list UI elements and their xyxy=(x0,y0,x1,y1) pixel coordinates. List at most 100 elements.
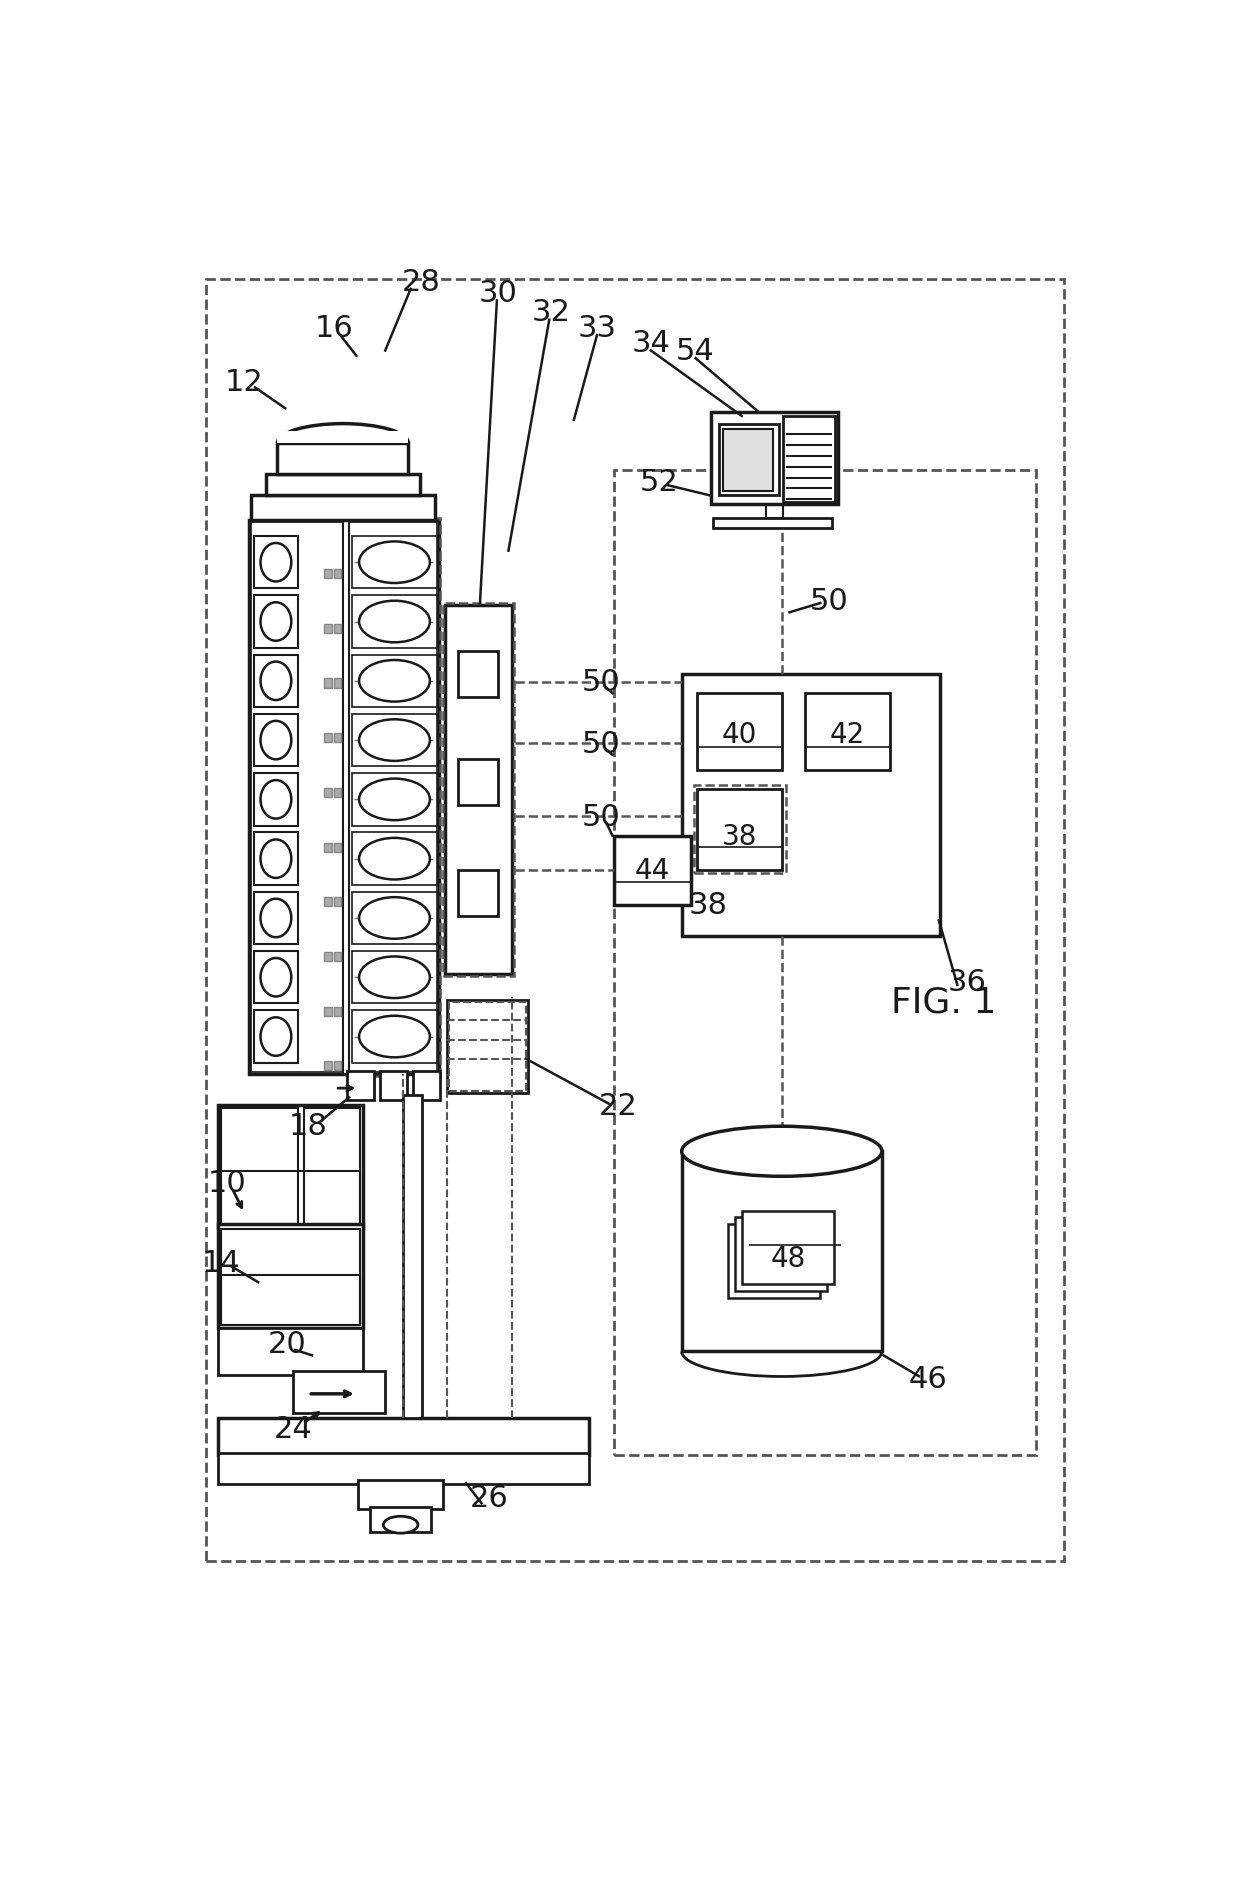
Bar xyxy=(352,655,436,708)
Bar xyxy=(218,1453,589,1485)
Bar xyxy=(352,952,436,1003)
Bar xyxy=(206,280,1064,1560)
Bar xyxy=(325,570,332,580)
Bar xyxy=(254,1011,299,1063)
Text: 42: 42 xyxy=(830,721,864,749)
Bar xyxy=(682,1152,882,1351)
Ellipse shape xyxy=(360,542,430,583)
Ellipse shape xyxy=(360,779,430,821)
Text: 18: 18 xyxy=(289,1110,327,1140)
Ellipse shape xyxy=(360,661,430,702)
Text: 34: 34 xyxy=(631,329,671,358)
Bar xyxy=(614,470,1035,1455)
Bar xyxy=(352,892,436,945)
Bar xyxy=(325,843,332,853)
Bar xyxy=(278,433,408,444)
Bar xyxy=(221,1276,360,1325)
Bar xyxy=(254,834,299,885)
Text: 40: 40 xyxy=(722,721,758,749)
Text: 38: 38 xyxy=(688,890,728,920)
Bar xyxy=(713,519,832,529)
Ellipse shape xyxy=(360,956,430,999)
Text: 54: 54 xyxy=(676,337,715,365)
Text: 28: 28 xyxy=(402,267,441,297)
Bar xyxy=(218,1329,363,1376)
Bar xyxy=(325,625,332,634)
Bar xyxy=(347,1071,373,1101)
Bar xyxy=(221,1229,360,1325)
Ellipse shape xyxy=(682,1127,882,1176)
Text: 48: 48 xyxy=(771,1244,806,1272)
Bar xyxy=(325,679,332,689)
Text: 52: 52 xyxy=(640,467,678,497)
Bar xyxy=(682,674,940,935)
Bar xyxy=(325,952,332,962)
Text: 33: 33 xyxy=(578,314,616,343)
Bar xyxy=(352,834,436,885)
Bar xyxy=(459,871,498,917)
Bar xyxy=(250,497,435,521)
Ellipse shape xyxy=(360,721,430,762)
Text: 50: 50 xyxy=(582,730,620,758)
Bar xyxy=(697,790,781,871)
Bar xyxy=(459,651,498,698)
Bar xyxy=(249,521,353,1075)
Bar xyxy=(325,898,332,907)
Ellipse shape xyxy=(260,839,291,879)
Bar xyxy=(218,1225,363,1329)
Bar xyxy=(735,1218,827,1291)
Bar xyxy=(254,892,299,945)
Bar xyxy=(254,952,299,1003)
Bar xyxy=(252,523,351,1073)
Ellipse shape xyxy=(260,662,291,700)
Bar xyxy=(413,1071,440,1101)
Bar xyxy=(334,625,341,634)
Bar xyxy=(334,843,341,853)
Text: 44: 44 xyxy=(635,856,670,885)
Bar xyxy=(334,1007,341,1016)
Bar xyxy=(728,1225,821,1299)
Bar xyxy=(352,715,436,766)
Bar xyxy=(350,523,436,1073)
Bar xyxy=(719,425,779,497)
Bar xyxy=(352,536,436,589)
Bar xyxy=(254,536,299,589)
Bar xyxy=(218,1105,363,1229)
Text: 30: 30 xyxy=(479,279,518,309)
Bar xyxy=(334,952,341,962)
Text: 16: 16 xyxy=(314,314,353,343)
Bar xyxy=(723,429,774,491)
Text: 50: 50 xyxy=(582,802,620,832)
Bar xyxy=(445,606,512,975)
Bar xyxy=(694,785,786,873)
Text: 22: 22 xyxy=(599,1092,637,1120)
Bar xyxy=(443,604,513,977)
Bar xyxy=(614,836,691,905)
Bar xyxy=(352,597,436,647)
Text: 24: 24 xyxy=(274,1413,312,1443)
Bar xyxy=(325,1007,332,1016)
Bar xyxy=(352,774,436,826)
Bar xyxy=(254,774,299,826)
Bar xyxy=(352,1011,436,1063)
Bar xyxy=(805,694,889,772)
Ellipse shape xyxy=(260,544,291,582)
Text: 26: 26 xyxy=(470,1483,508,1513)
Text: 36: 36 xyxy=(947,967,986,997)
Bar xyxy=(221,1108,299,1225)
Ellipse shape xyxy=(260,958,291,997)
Bar xyxy=(334,570,341,580)
Bar xyxy=(358,1481,443,1509)
Bar xyxy=(254,597,299,647)
Text: 46: 46 xyxy=(909,1364,947,1393)
Text: 12: 12 xyxy=(224,367,264,397)
Ellipse shape xyxy=(360,898,430,939)
Bar xyxy=(325,789,332,798)
Bar xyxy=(334,734,341,743)
Bar xyxy=(218,1419,589,1455)
Bar xyxy=(403,1095,422,1419)
Bar xyxy=(346,519,440,1077)
Bar xyxy=(304,1108,360,1225)
Ellipse shape xyxy=(260,900,291,937)
Text: 14: 14 xyxy=(202,1250,241,1278)
